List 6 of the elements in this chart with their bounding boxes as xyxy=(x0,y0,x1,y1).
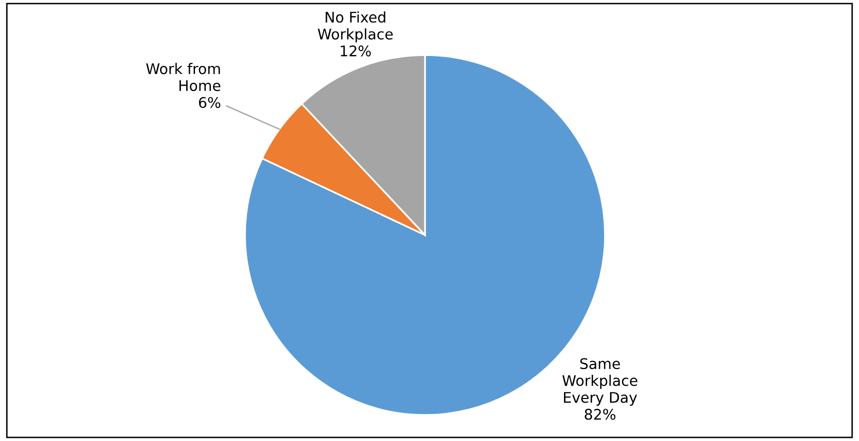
data-label: 12% xyxy=(340,45,371,56)
data-label: 6% xyxy=(199,96,220,108)
slice-label: Work from Home xyxy=(146,62,220,92)
slice-label: No Fixed Workplace xyxy=(318,11,393,42)
data-label: 82% xyxy=(584,408,616,420)
slice-label: Same Workplace Every Day xyxy=(562,358,638,406)
